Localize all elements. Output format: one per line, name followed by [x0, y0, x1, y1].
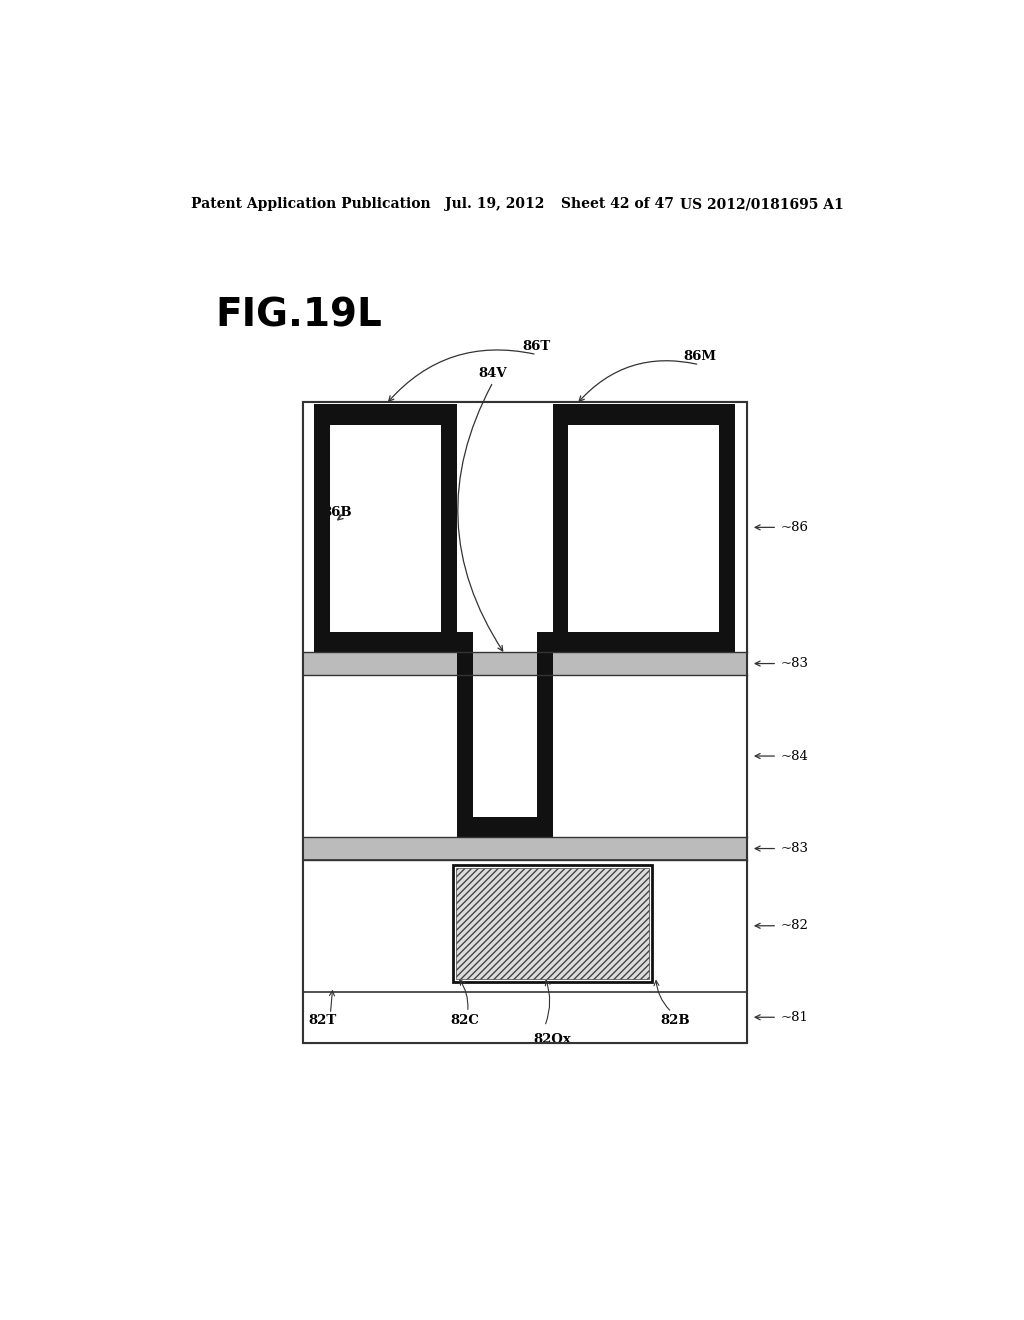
Bar	[303, 675, 748, 837]
Bar	[303, 403, 748, 1043]
Bar	[303, 837, 748, 859]
Bar	[537, 632, 553, 837]
Text: FIG.19L: FIG.19L	[215, 297, 382, 335]
Bar	[303, 991, 748, 1043]
Bar	[314, 404, 458, 425]
Text: US 2012/0181695 A1: US 2012/0181695 A1	[680, 197, 844, 211]
Bar	[458, 632, 473, 837]
Bar	[553, 425, 568, 632]
Bar	[303, 403, 748, 1043]
Bar	[303, 403, 748, 652]
Bar	[314, 404, 331, 652]
Text: 86M: 86M	[683, 350, 716, 363]
Text: ~83: ~83	[780, 842, 808, 855]
Text: Patent Application Publication: Patent Application Publication	[191, 197, 431, 211]
Bar	[454, 865, 652, 982]
Text: 82Ox: 82Ox	[534, 1032, 571, 1045]
Bar	[441, 425, 458, 632]
Bar	[303, 652, 748, 675]
Text: ~82: ~82	[780, 919, 808, 932]
Bar	[314, 632, 458, 652]
Bar	[719, 404, 735, 652]
Text: 82T: 82T	[308, 1014, 337, 1027]
Text: ~86: ~86	[780, 521, 808, 533]
Text: Jul. 19, 2012: Jul. 19, 2012	[445, 197, 545, 211]
Text: 82C: 82C	[451, 1014, 479, 1027]
Text: 84V: 84V	[479, 367, 507, 380]
Bar	[303, 859, 748, 991]
Text: 82B: 82B	[660, 1014, 690, 1027]
Text: ~84: ~84	[780, 750, 808, 763]
Bar	[456, 867, 649, 978]
Text: Sheet 42 of 47: Sheet 42 of 47	[560, 197, 674, 211]
Text: ~83: ~83	[780, 657, 808, 671]
Bar	[553, 404, 735, 425]
Bar	[553, 632, 735, 652]
Text: ~81: ~81	[780, 1011, 808, 1024]
Text: 86B: 86B	[323, 506, 352, 519]
Text: 86T: 86T	[522, 341, 551, 352]
Bar	[458, 817, 553, 837]
